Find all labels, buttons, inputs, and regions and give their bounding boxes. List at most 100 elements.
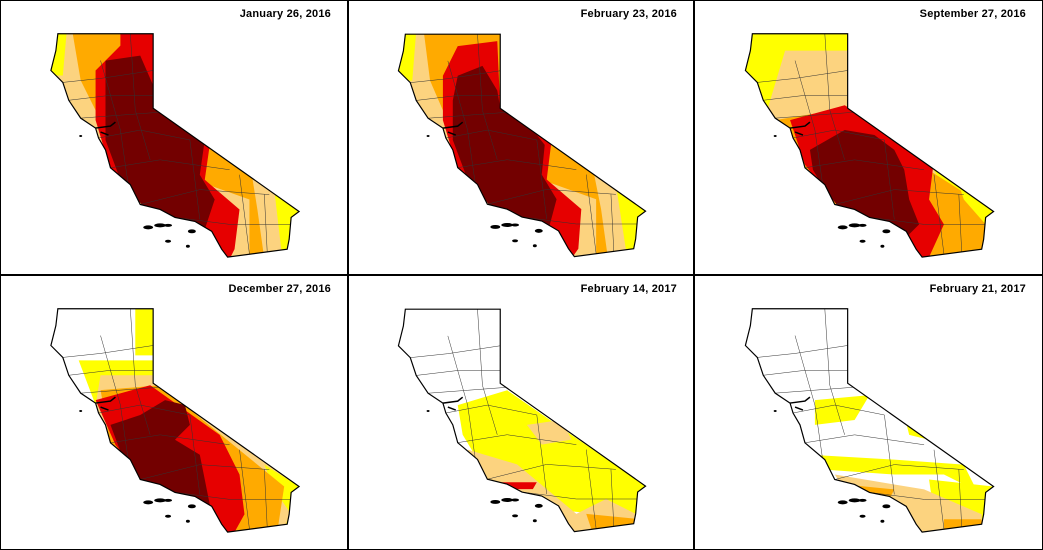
county-line (130, 308, 151, 435)
island (501, 498, 514, 502)
state-outline (397, 308, 647, 533)
county-line (110, 159, 230, 171)
state-outline (744, 33, 995, 258)
county-line (428, 387, 508, 394)
island (501, 223, 514, 227)
map-panel-3: September 27, 2016 (694, 0, 1043, 275)
island (773, 135, 777, 138)
island (185, 244, 190, 248)
county-line (536, 414, 547, 495)
county-line (100, 335, 131, 475)
county-line (62, 345, 154, 358)
county-line (428, 112, 508, 119)
drought-area-d0 (135, 308, 154, 356)
county-line (80, 111, 161, 119)
county-line (610, 469, 615, 529)
island (154, 498, 167, 503)
island (79, 135, 83, 138)
county-line (189, 139, 201, 220)
county-line (794, 335, 826, 475)
county-line (447, 60, 478, 200)
state-outline (397, 33, 647, 258)
island (185, 519, 190, 523)
drought-area-d1 (467, 449, 636, 532)
county-line (477, 34, 498, 160)
county-line (521, 216, 638, 225)
county-line (239, 174, 250, 255)
county-line (174, 492, 292, 500)
island (837, 225, 848, 230)
drought-area-d4 (105, 55, 215, 240)
bay-area-outline (789, 121, 811, 136)
county-line (487, 464, 616, 480)
county-line (958, 194, 963, 255)
island (165, 239, 172, 243)
county-line (536, 139, 547, 220)
island (490, 224, 501, 229)
island (187, 229, 196, 234)
island (512, 514, 519, 518)
county-line (757, 345, 848, 358)
island (859, 514, 866, 518)
state-outline (50, 308, 301, 533)
island (164, 223, 173, 227)
island (848, 498, 861, 503)
island (426, 135, 430, 138)
island (532, 519, 537, 523)
drought-area-d0 (814, 395, 870, 425)
county-line (869, 492, 986, 500)
county-line (264, 194, 268, 255)
island (773, 410, 777, 413)
county-line (174, 217, 292, 225)
county-line (62, 70, 154, 83)
county-line (834, 189, 964, 205)
map-panel-2: February 23, 2016 (348, 0, 694, 275)
county-line (757, 70, 848, 83)
county-line (140, 464, 270, 480)
county-line (140, 189, 270, 205)
drought-area-d4 (110, 400, 210, 510)
county-line (775, 386, 855, 394)
county-line (793, 129, 885, 141)
county-line (447, 335, 478, 475)
map-panel-6: February 21, 2017 (694, 275, 1043, 550)
county-line (794, 60, 826, 200)
county-line (445, 404, 537, 416)
county-line (477, 309, 498, 435)
island (143, 225, 154, 230)
island (534, 503, 543, 508)
county-line (264, 469, 268, 530)
island (143, 500, 154, 505)
bay-area-outline (95, 396, 116, 411)
county-line (585, 449, 597, 529)
california-drought-map (397, 33, 647, 258)
county-line (610, 194, 615, 254)
island (532, 244, 537, 248)
bay-area-outline (442, 396, 464, 411)
county-line (958, 469, 963, 530)
bay-area-outline (442, 121, 464, 136)
bay-area-outline (789, 396, 811, 411)
county-line (933, 174, 945, 255)
island (154, 223, 167, 228)
island (882, 229, 891, 234)
map-panel-5: February 14, 2017 (348, 275, 694, 550)
county-line (824, 308, 845, 435)
county-line (933, 449, 945, 530)
panel-date: February 21, 2017 (929, 283, 1026, 295)
island (880, 244, 885, 248)
county-line (884, 139, 895, 220)
county-line (457, 159, 577, 170)
county-line (521, 491, 638, 500)
island (164, 498, 173, 502)
county-line (239, 449, 250, 530)
island (426, 410, 430, 413)
panel-date: December 27, 2016 (228, 283, 331, 295)
county-line (834, 464, 964, 480)
island (490, 499, 501, 504)
county-line (98, 404, 190, 416)
county-line (130, 33, 151, 160)
county-line (585, 174, 597, 254)
county-line (457, 434, 577, 445)
island (511, 498, 520, 502)
